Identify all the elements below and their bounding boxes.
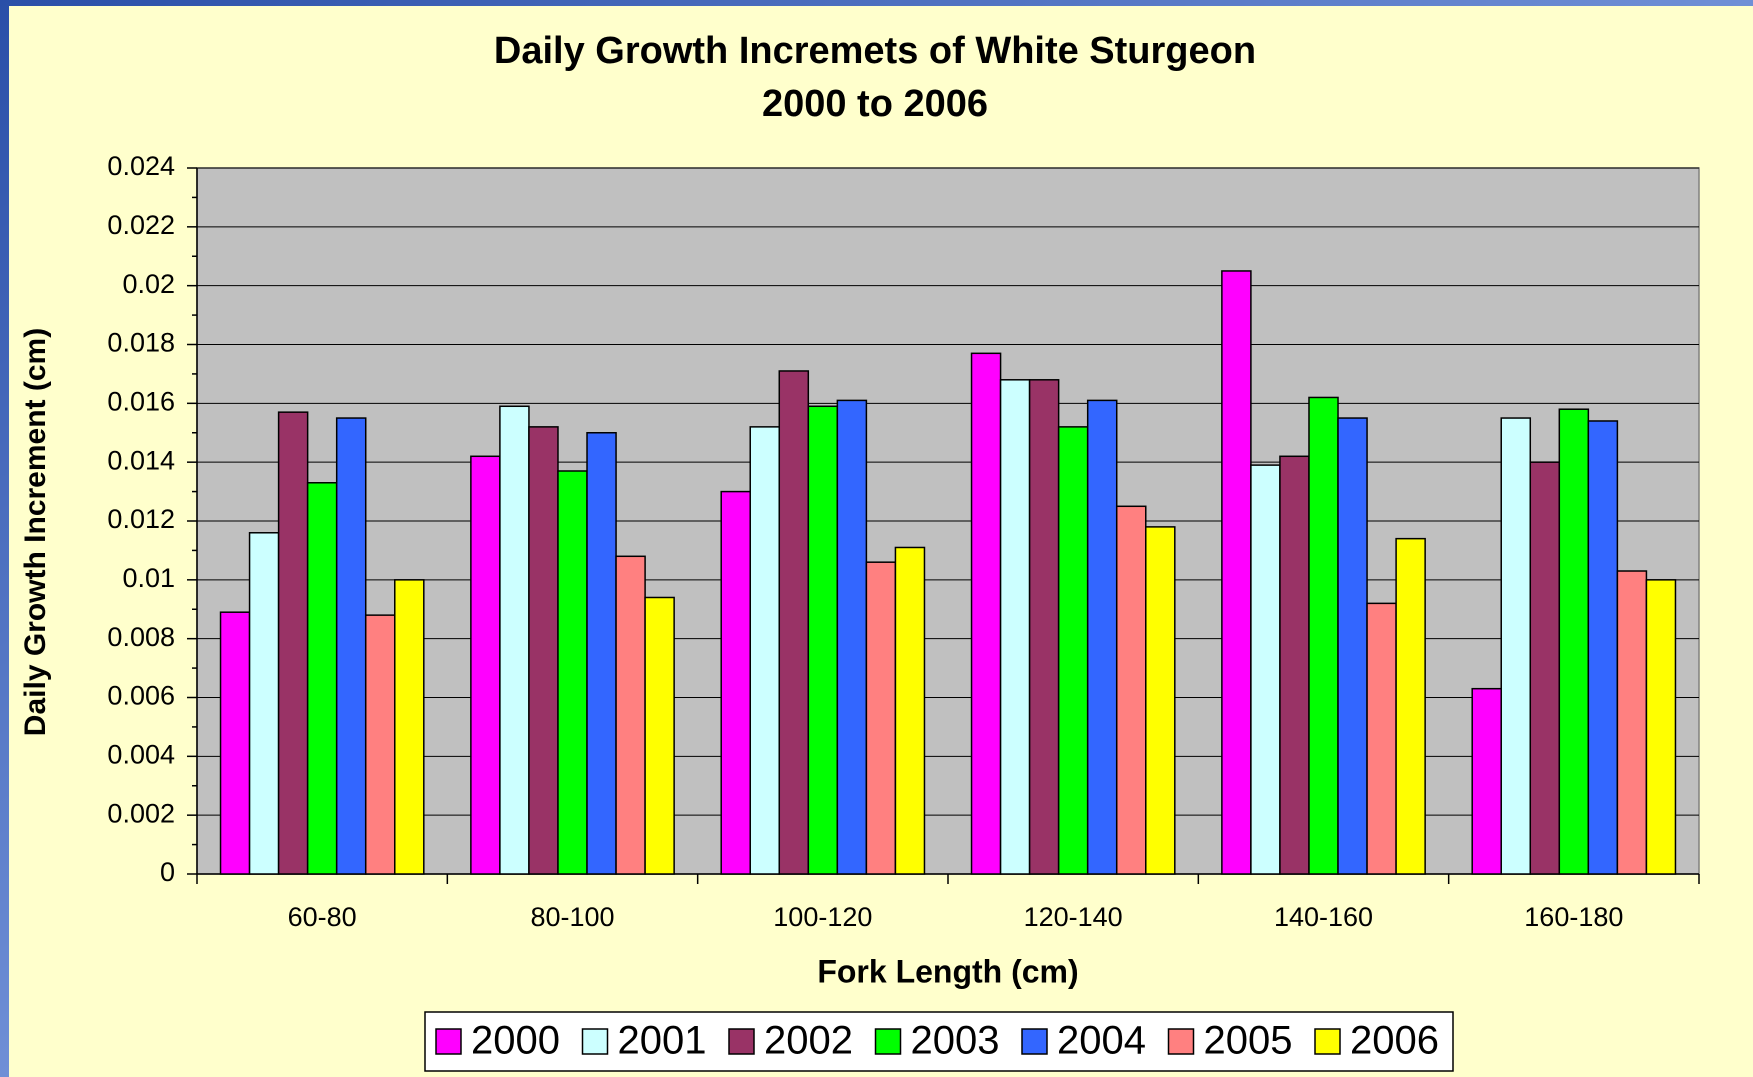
bar [807,405,839,875]
bar [335,417,367,875]
bar [836,399,868,875]
chart-subtitle: 2000 to 2006 [762,83,988,125]
bar [1086,399,1118,875]
legend-label: 2001 [618,1019,707,1063]
x-tick-label: 100-120 [773,902,872,932]
legend-label: 2000 [471,1019,560,1063]
legend-label: 2006 [1350,1019,1439,1063]
bar [364,614,396,875]
y-tick-label: 0.004 [107,739,175,769]
y-tick-label: 0.024 [107,151,175,181]
bar [248,532,280,875]
bar [1115,505,1147,875]
legend-swatch [1021,1028,1048,1055]
y-tick-label: 0.01 [122,563,175,593]
bar [219,611,251,875]
legend-label: 2003 [911,1019,1000,1063]
bar [1366,602,1397,875]
y-tick-label: 0.018 [107,328,175,358]
y-tick-label: 0.02 [122,269,175,299]
bar [1500,417,1532,875]
x-tick-label: 60-80 [288,902,357,932]
bar [557,470,588,875]
y-tick-label: 0.012 [107,504,175,534]
legend-label: 2005 [1204,1019,1293,1063]
bar [1308,396,1339,875]
bar [499,405,530,875]
y-tick-label: 0.014 [107,445,175,475]
y-tick-label: 0.022 [107,210,175,240]
bar [470,455,501,875]
y-tick-label: 0.008 [107,622,175,652]
bar [1028,379,1060,875]
legend-swatch [1167,1028,1195,1055]
bar [1395,537,1426,875]
bar [1587,420,1619,875]
bar [644,596,675,875]
bar [865,561,897,875]
y-tick-label: 0.016 [107,386,175,416]
legend-swatch [435,1028,462,1055]
y-axis-title: Daily Growth Increment (cm) [19,328,52,736]
bar [970,352,1002,875]
bar [1645,579,1677,875]
x-axis-title: Fork Length (cm) [817,953,1078,989]
legend-swatch [874,1028,902,1055]
bar [528,426,559,875]
legend-label: 2004 [1057,1019,1146,1063]
legend-swatch [728,1028,755,1055]
legend-label: 2002 [764,1019,853,1063]
bar [394,579,425,875]
bar [615,555,646,875]
y-tick-label: 0 [160,857,175,887]
x-tick-label: 160-180 [1524,902,1623,932]
bar [778,370,810,875]
y-tick-label: 0.006 [107,681,175,711]
bar [1529,461,1561,875]
bar [1279,455,1310,875]
bar [720,490,751,875]
x-tick-label: 140-160 [1274,902,1373,932]
bar [1221,270,1252,875]
bar [586,432,617,875]
legend-swatch [581,1028,609,1055]
bar [894,546,926,875]
bar [749,426,781,875]
x-tick-label: 80-100 [530,902,614,932]
bar [1558,408,1590,875]
legend-swatch [1314,1028,1341,1055]
y-tick-label: 0.002 [107,798,175,828]
bar [1337,417,1368,875]
bar [1471,687,1502,875]
bar [1250,464,1281,875]
bar [1057,426,1089,875]
bar [999,379,1031,875]
x-tick-label: 120-140 [1024,902,1123,932]
chart-title: Daily Growth Incremets of White Sturgeon [494,30,1256,72]
bar [1616,570,1648,875]
bar [306,482,338,875]
bar [277,411,309,875]
bar [1145,526,1176,875]
